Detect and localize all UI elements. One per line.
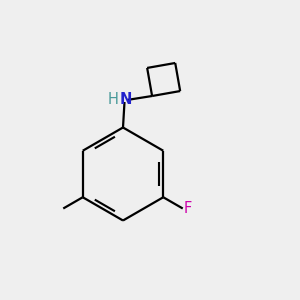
Text: H: H bbox=[108, 92, 118, 107]
Text: F: F bbox=[184, 201, 192, 216]
Text: N: N bbox=[120, 92, 132, 107]
